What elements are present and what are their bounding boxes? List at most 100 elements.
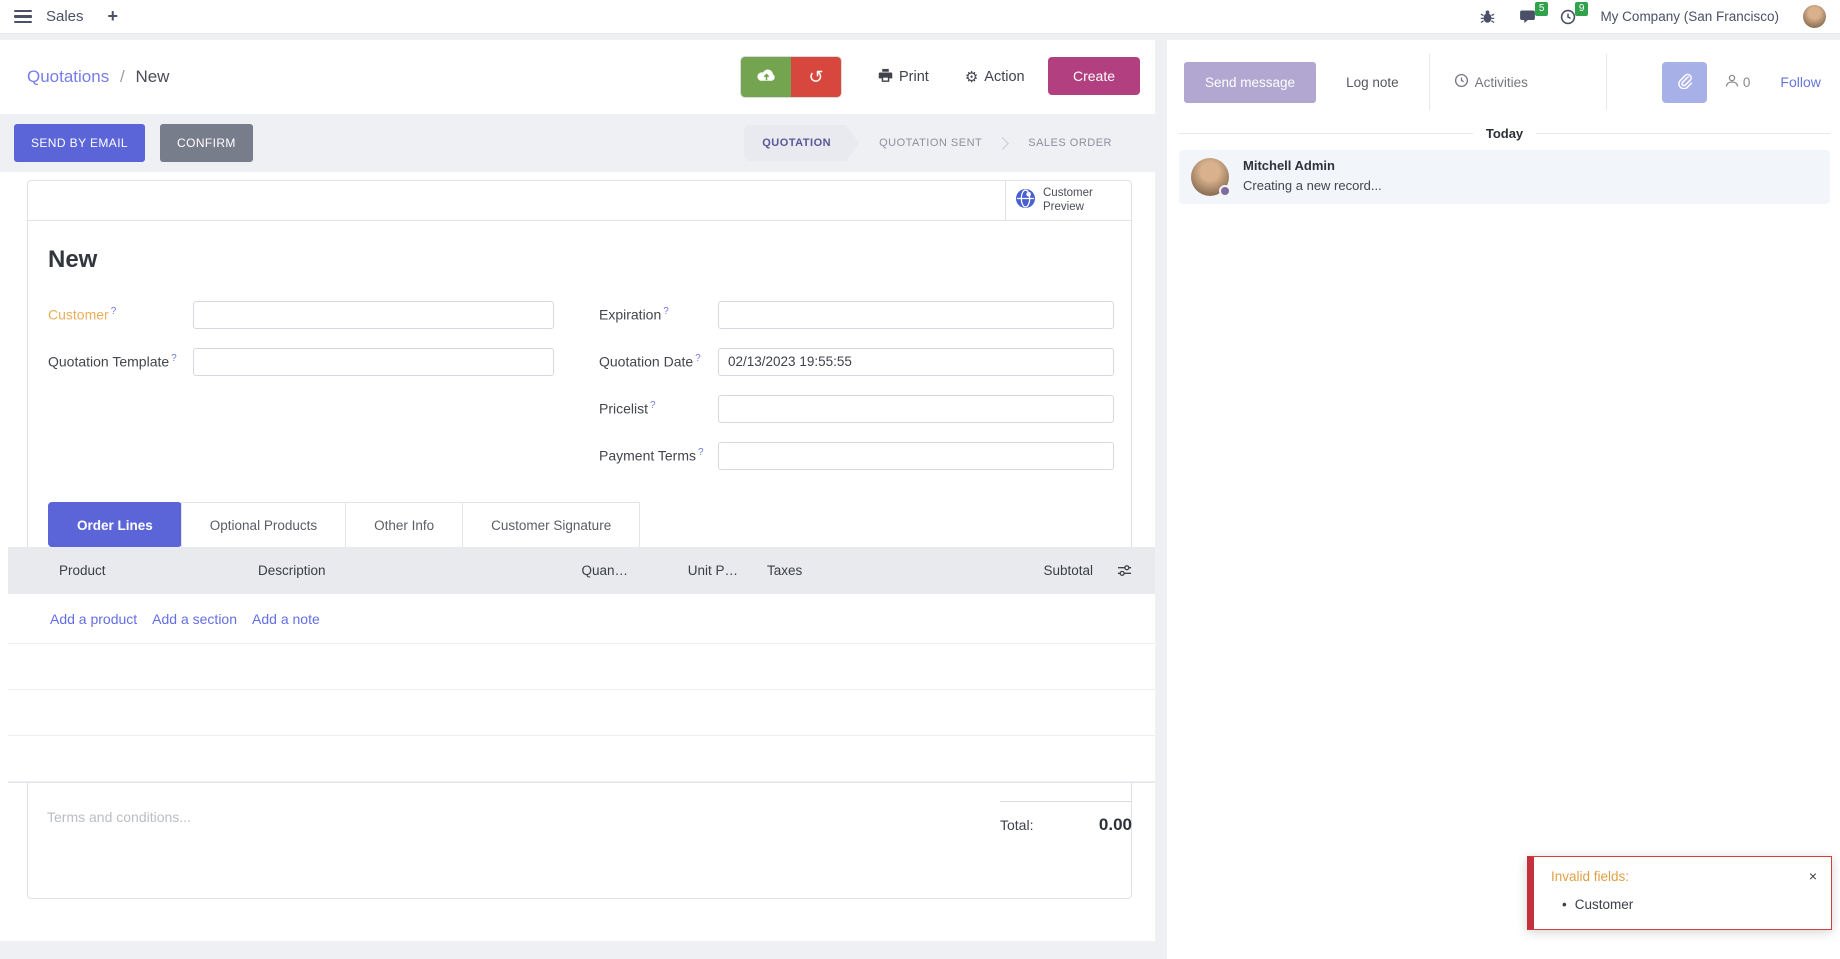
field-quotation-template: Quotation Template?: [48, 345, 554, 378]
add-a-note-link[interactable]: Add a note: [252, 610, 320, 627]
pricelist-label: Pricelist?: [599, 400, 656, 417]
help-icon: ?: [171, 353, 177, 365]
stage-quotation[interactable]: QUOTATION: [744, 125, 859, 161]
tab-customer-signature[interactable]: Customer Signature: [462, 502, 641, 547]
tab-optional-products[interactable]: Optional Products: [180, 502, 347, 547]
tab-order-lines[interactable]: Order Lines: [48, 502, 182, 547]
payment-terms-label: Payment Terms?: [599, 447, 704, 464]
empty-row: [8, 690, 1155, 736]
field-customer: Customer?: [48, 298, 554, 331]
new-tab-button[interactable]: +: [107, 6, 119, 26]
statusbar: SEND BY EMAIL CONFIRM QUOTATION QUOTATIO…: [0, 114, 1155, 172]
quotation-template-input[interactable]: [193, 347, 554, 376]
pricelist-input[interactable]: [718, 394, 1114, 423]
toast-title: Invalid fields:: [1551, 869, 1630, 884]
stage-quotation-sent[interactable]: QUOTATION SENT: [879, 137, 983, 149]
close-icon[interactable]: ×: [1808, 868, 1817, 884]
invalid-field-item: • Customer: [1562, 897, 1634, 912]
save-discard-group: ↺: [740, 56, 842, 98]
breadcrumb-quotations-link[interactable]: Quotations: [27, 67, 110, 86]
total-label: Total:: [1000, 817, 1034, 833]
terms-and-conditions-input[interactable]: Terms and conditions...: [47, 809, 191, 825]
help-icon: ?: [698, 447, 704, 459]
total-value: 0.00: [1098, 815, 1132, 834]
field-quotation-date: Quotation Date?: [599, 345, 1114, 378]
quotation-date-input[interactable]: [718, 347, 1114, 376]
help-icon: ?: [695, 353, 701, 365]
help-icon: ?: [650, 400, 656, 412]
empty-row: [8, 736, 1155, 782]
follow-button[interactable]: Follow: [1780, 74, 1821, 90]
control-panel: Quotations / New ↺: [0, 40, 1155, 114]
help-icon: ?: [110, 306, 117, 318]
payment-terms-input[interactable]: [718, 441, 1114, 470]
add-a-section-link[interactable]: Add a section: [152, 610, 238, 627]
button-box: Customer Preview: [28, 181, 1131, 221]
author-avatar: [1191, 158, 1231, 197]
followers-button[interactable]: 0: [1724, 73, 1751, 92]
invalid-fields-toast: Invalid fields: × • Customer: [1527, 856, 1832, 930]
optional-columns-icon[interactable]: [1093, 563, 1155, 578]
action-menu-button[interactable]: ⚙ Action: [964, 69, 1025, 86]
stage-sales-order[interactable]: SALES ORDER: [1028, 137, 1112, 149]
confirm-button[interactable]: CONFIRM: [160, 124, 253, 162]
followers-count: 0: [1742, 74, 1751, 90]
apps-menu-icon[interactable]: [14, 9, 32, 24]
column-subtotal: Subtotal: [1043, 563, 1093, 578]
activities-clock-icon[interactable]: 9: [1560, 1, 1589, 25]
undo-icon: ↺: [808, 67, 824, 87]
customer-preview-button[interactable]: Customer Preview: [1005, 181, 1131, 220]
message-author: Mitchell Admin: [1243, 158, 1335, 173]
create-button[interactable]: Create: [1047, 57, 1140, 95]
field-payment-terms: Payment Terms?: [599, 439, 1114, 472]
messages-icon[interactable]: 5: [1519, 1, 1549, 25]
paperclip-icon: [1676, 72, 1693, 92]
expiration-input[interactable]: [718, 300, 1114, 329]
list-header: Product Description Quan… Unit P… Taxes …: [8, 547, 1155, 594]
customer-input[interactable]: [193, 300, 554, 329]
column-unit-price: Unit P…: [687, 563, 738, 578]
activities-count-badge: 9: [1574, 1, 1589, 16]
breadcrumb-current: New: [135, 67, 170, 86]
tab-other-info[interactable]: Other Info: [345, 502, 464, 547]
presence-dot-icon: [1219, 185, 1231, 197]
send-by-email-button[interactable]: SEND BY EMAIL: [14, 124, 146, 162]
form-sheet: Customer Preview New Customer? Quotation…: [8, 180, 1155, 899]
column-description: Description: [258, 563, 326, 578]
sheet-footer: Terms and conditions... Total: 0.00: [8, 782, 1155, 835]
messages-count-badge: 5: [1534, 1, 1549, 16]
quotation-template-label: Quotation Template?: [48, 353, 177, 370]
column-quantity: Quan…: [581, 563, 628, 578]
empty-row: [8, 644, 1155, 690]
totals-box: Total: 0.00: [1000, 801, 1132, 835]
customer-label: Customer?: [48, 306, 117, 323]
debug-bug-icon[interactable]: [1480, 9, 1495, 24]
chatter-panel: Send message Log note Activities: [1167, 40, 1840, 959]
clock-icon: [1454, 73, 1469, 91]
print-button[interactable]: Print: [878, 68, 929, 87]
gear-icon: ⚙: [964, 69, 979, 86]
add-a-product-link[interactable]: Add a product: [50, 610, 138, 627]
chatter-message: Mitchell Admin Creating a new record...: [1179, 150, 1830, 204]
record-title: New: [48, 246, 98, 273]
attach-files-button[interactable]: [1661, 61, 1707, 103]
company-switcher[interactable]: My Company (San Francisco): [1600, 9, 1779, 24]
quotation-date-label: Quotation Date?: [599, 353, 701, 370]
top-navbar: Sales + 5 9 My Company: [0, 0, 1840, 34]
activities-button[interactable]: Activities: [1454, 73, 1528, 91]
save-record-button[interactable]: [741, 57, 791, 97]
send-message-button[interactable]: Send message: [1184, 61, 1317, 103]
column-taxes: Taxes: [767, 563, 803, 578]
expiration-label: Expiration?: [599, 306, 669, 323]
printer-icon: [878, 68, 893, 87]
message-body: Creating a new record...: [1243, 178, 1382, 193]
help-icon: ?: [663, 306, 669, 318]
column-product: Product: [59, 563, 106, 578]
field-expiration: Expiration?: [599, 298, 1114, 331]
user-avatar[interactable]: [1803, 5, 1826, 28]
app-name[interactable]: Sales: [46, 8, 84, 25]
log-note-button[interactable]: Log note: [1346, 74, 1399, 90]
discard-changes-button[interactable]: ↺: [791, 57, 841, 97]
cloud-upload-icon: [756, 68, 777, 86]
field-pricelist: Pricelist?: [599, 392, 1114, 425]
